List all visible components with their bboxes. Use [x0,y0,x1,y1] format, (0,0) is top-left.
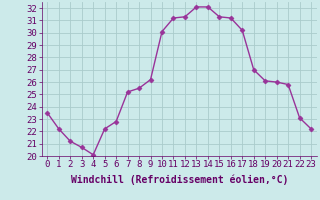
X-axis label: Windchill (Refroidissement éolien,°C): Windchill (Refroidissement éolien,°C) [70,175,288,185]
